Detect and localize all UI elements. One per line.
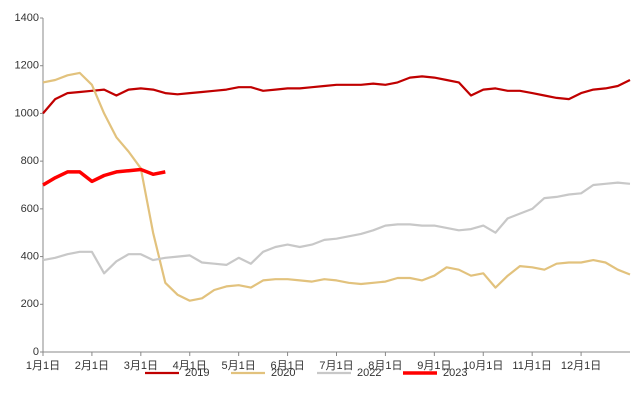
- x-tick-label: 4月1日: [173, 360, 207, 372]
- legend-label: 2019: [185, 367, 209, 379]
- legend-label: 2022: [357, 367, 381, 379]
- x-tick-label: 1月1日: [26, 360, 60, 372]
- x-tick-label: 11月1日: [512, 360, 552, 372]
- y-tick-label: 1000: [15, 107, 39, 119]
- line-series: [42, 167, 166, 187]
- y-tick-label: 600: [21, 203, 39, 215]
- x-tick-label: 5月1日: [222, 360, 256, 372]
- x-tick-label: 7月1日: [319, 360, 353, 372]
- y-tick-label: 1200: [15, 60, 39, 72]
- y-tick-label: 0: [33, 346, 39, 358]
- x-tick-label: 8月1日: [368, 360, 402, 372]
- x-tick-label: 12月1日: [561, 360, 601, 372]
- x-tick-label: 6月1日: [270, 360, 304, 372]
- legend-label: 2020: [271, 367, 295, 379]
- legend-label: 2023: [443, 367, 467, 379]
- x-tick-label: 3月1日: [124, 360, 158, 372]
- line-series: [42, 181, 631, 275]
- x-tick-label: 9月1日: [417, 360, 451, 372]
- x-tick-label: 10月1日: [463, 360, 503, 372]
- y-tick-label: 400: [21, 250, 39, 262]
- y-tick-label: 200: [21, 298, 39, 310]
- x-tick-label: 2月1日: [75, 360, 109, 372]
- line-series: [42, 75, 631, 115]
- line-series: [42, 71, 631, 302]
- y-tick-label: 1400: [15, 12, 39, 24]
- y-tick-label: 800: [21, 155, 39, 167]
